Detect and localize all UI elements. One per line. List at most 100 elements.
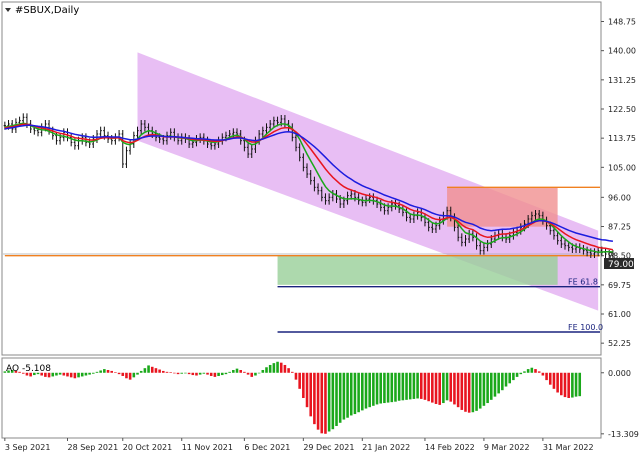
ao-bar [25, 372, 29, 376]
ao-bar [475, 372, 478, 411]
ao-bar [434, 372, 438, 404]
ao-bar [493, 372, 497, 397]
ao-bar [139, 370, 143, 373]
ao-bar [460, 372, 464, 410]
ao-bar [419, 372, 423, 399]
ao-bar [279, 362, 283, 373]
channel-band [137, 52, 599, 311]
zone-target-down [277, 255, 558, 285]
ao-bar [47, 372, 51, 378]
ao-bar [309, 372, 313, 417]
ao-bar [217, 372, 220, 376]
ao-bar [88, 372, 91, 375]
triangle-down-icon [5, 8, 11, 12]
ao-bar [95, 371, 99, 373]
trend-channel [137, 52, 599, 311]
ao-bar [254, 372, 257, 376]
ao-bar [571, 372, 574, 398]
price-tick-label: 87.25 [608, 223, 631, 232]
ao-bar [464, 372, 467, 412]
ao-bar [541, 372, 545, 376]
time-tick-label: 21 Jan 2022 [362, 443, 410, 452]
ao-label: AO -5.108 [6, 364, 51, 374]
ao-bar [497, 372, 500, 394]
ao-bar [364, 372, 368, 409]
price-tick-label: 52.25 [608, 339, 631, 348]
ao-bar [125, 372, 128, 379]
ao-bar [523, 371, 526, 373]
ao-bar [202, 372, 206, 374]
ao-bar [346, 372, 349, 418]
time-tick-label: 29 Dec 2021 [303, 443, 354, 452]
ao-bar [106, 370, 110, 373]
ao-bar [438, 372, 441, 405]
ao-bar [44, 372, 47, 377]
ao-bar [33, 372, 36, 376]
ao-bar [331, 372, 335, 430]
ao-bar [55, 372, 58, 376]
ao-bar [191, 372, 195, 376]
ao-bar [283, 364, 287, 373]
ao-bar [423, 372, 427, 400]
time-tick-label: 28 Sep 2021 [67, 443, 118, 452]
ao-bar [383, 372, 386, 404]
ao-bar [169, 372, 172, 373]
ao-bar [305, 372, 309, 408]
ao-bar [51, 372, 55, 377]
price-tick-label: 96.00 [608, 193, 631, 202]
ao-bar [261, 370, 265, 373]
ao-bar [268, 364, 272, 373]
ao-bar [379, 372, 383, 404]
ao-bar [195, 372, 198, 376]
moving-averages [4, 122, 614, 254]
time-tick-label: 20 Oct 2021 [123, 443, 172, 452]
ao-bar [69, 372, 73, 378]
ao-bar [165, 371, 169, 373]
time-tick-label: 9 Mar 2022 [484, 443, 530, 452]
ao-bar [110, 370, 114, 373]
ao-bar [442, 372, 445, 404]
ao-bar [40, 372, 43, 376]
price-tick-label: 113.75 [608, 134, 636, 143]
ao-bar [276, 361, 279, 373]
current-price-badge [604, 258, 634, 269]
ao-bar [180, 372, 184, 374]
ao-bar [91, 372, 95, 374]
ao-bar [456, 372, 460, 408]
ao-bar [526, 369, 530, 373]
time-tick-label: 11 Nov 2021 [182, 443, 233, 452]
ao-bar [287, 368, 290, 373]
horizontal-levels: FE 61.8 FE 100.0 [3, 186, 603, 333]
time-axis: 3 Sep 2021 28 Sep 2021 20 Oct 2021 11 Nov 2… [4, 438, 594, 452]
ao-bar [453, 372, 456, 405]
ao-bar [335, 372, 338, 426]
ao-bar [66, 372, 69, 377]
ao-bar [412, 372, 416, 399]
ao-bar [257, 372, 261, 374]
ao-bar [246, 372, 250, 375]
ao-bar [209, 372, 213, 376]
ao-bar [478, 372, 482, 409]
ao-bar [401, 372, 405, 401]
ao-bar [21, 372, 25, 374]
ao-bar [431, 372, 434, 403]
ao-bar [515, 372, 519, 377]
ao-bar [73, 372, 77, 379]
ao-bar [556, 372, 559, 393]
ao-bar [173, 372, 176, 374]
ao-bar [77, 372, 80, 378]
ao-bar [567, 372, 570, 398]
ao-bar [445, 372, 449, 401]
ao-bar [143, 368, 147, 373]
ao-bar [114, 372, 117, 373]
ao-bar [504, 372, 508, 387]
ao-bar [519, 372, 523, 375]
ao-bar [290, 371, 294, 373]
price-tick-label: 69.75 [608, 281, 631, 290]
ao-bar [408, 372, 412, 400]
ao-bar [449, 372, 453, 402]
ao-bar [548, 372, 552, 385]
ao-bar [338, 372, 342, 423]
ao-bar [7, 370, 10, 373]
